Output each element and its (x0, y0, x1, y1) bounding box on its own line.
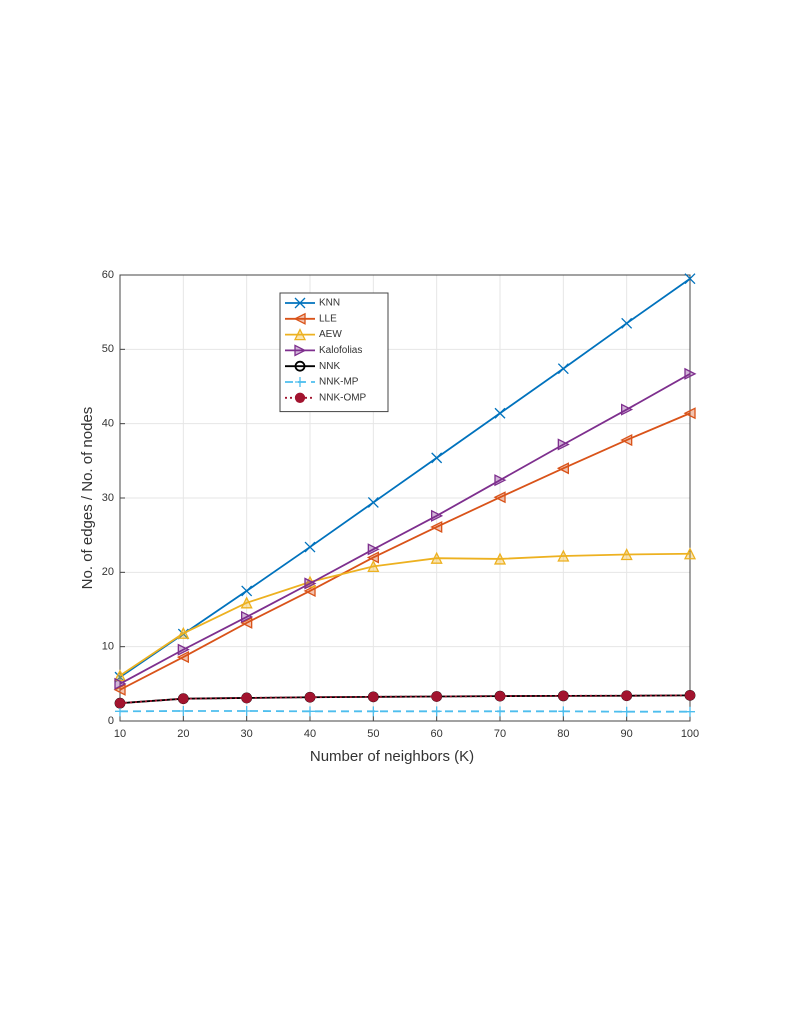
plot-frame (119, 274, 691, 722)
series-line (119, 710, 690, 713)
marker (304, 577, 317, 590)
marker (304, 541, 316, 553)
marker (621, 317, 633, 329)
marker (431, 691, 442, 702)
x-tick-label: 30 (241, 728, 253, 740)
marker (305, 706, 315, 717)
y-axis-label: No. of edges / No. of nodes (79, 407, 96, 590)
marker (556, 462, 569, 475)
series-line (119, 552, 691, 677)
marker (293, 328, 307, 341)
marker (685, 706, 695, 717)
marker (294, 392, 306, 403)
marker (621, 690, 632, 701)
marker (494, 407, 506, 419)
y-tick-label: 40 (102, 418, 114, 430)
series-line (119, 373, 691, 685)
y-tick-label: 30 (102, 492, 114, 504)
legend-label: KNN (319, 298, 340, 309)
marker (295, 377, 305, 387)
x-tick-label: 40 (304, 728, 316, 740)
marker (368, 706, 379, 717)
marker (493, 552, 507, 565)
marker (494, 474, 507, 487)
x-tick-label: 90 (621, 728, 633, 740)
marker (431, 452, 443, 464)
series-line (119, 277, 691, 678)
marker (683, 547, 697, 560)
marker (684, 690, 696, 701)
x-tick-label: 60 (431, 728, 443, 740)
marker (294, 297, 306, 309)
marker (176, 651, 189, 664)
y-tick-label: 60 (102, 269, 114, 281)
marker (240, 596, 253, 609)
x-tick-label: 10 (114, 728, 126, 740)
marker (683, 407, 696, 420)
y-tick-label: 20 (102, 566, 114, 578)
marker (241, 610, 254, 623)
legend-label: NNK (319, 361, 340, 372)
marker (558, 706, 569, 717)
marker (368, 691, 379, 702)
marker (114, 677, 127, 690)
x-tick-label: 20 (177, 728, 189, 740)
marker (367, 559, 380, 573)
marker (558, 690, 569, 702)
legend-label: NNK-MP (319, 377, 359, 388)
y-tick-label: 50 (102, 343, 114, 355)
marker (430, 520, 443, 534)
y-tick-label: 0 (108, 715, 114, 727)
marker (114, 698, 126, 709)
marker (178, 705, 189, 716)
y-tick-label: 10 (102, 641, 114, 653)
legend-label: Kalofolias (319, 345, 362, 356)
marker (241, 585, 253, 597)
marker (294, 360, 306, 372)
marker (294, 344, 307, 357)
marker (495, 706, 505, 717)
marker (621, 403, 634, 416)
marker (684, 367, 697, 380)
marker (557, 438, 570, 451)
series-line (119, 694, 691, 705)
legend-label: NNK-OMP (319, 392, 367, 403)
marker (621, 706, 632, 717)
marker (178, 693, 189, 704)
marker (557, 549, 570, 562)
marker (620, 548, 633, 561)
marker (304, 692, 316, 703)
x-tick-label: 80 (557, 728, 569, 740)
marker (367, 497, 379, 508)
marker (113, 683, 126, 696)
marker (684, 273, 696, 285)
legend-label: AEW (319, 329, 342, 340)
marker (493, 491, 506, 504)
marker (431, 706, 442, 717)
marker (620, 433, 633, 447)
marker (367, 543, 380, 556)
x-tick-label: 50 (367, 728, 379, 740)
marker (303, 584, 316, 597)
marker (240, 616, 253, 629)
marker (241, 705, 252, 716)
marker (557, 363, 569, 375)
x-axis-label: Number of neighbors (K) (310, 748, 474, 765)
legend-box (279, 292, 389, 413)
legend-label: LLE (319, 313, 337, 324)
x-tick-label: 100 (681, 728, 699, 740)
series-line (119, 412, 691, 691)
marker (494, 690, 506, 702)
marker (431, 509, 444, 522)
marker (177, 626, 190, 639)
x-tick-label: 70 (494, 728, 506, 740)
marker (177, 643, 190, 656)
marker (241, 692, 252, 704)
marker (293, 312, 306, 325)
marker (430, 551, 443, 564)
